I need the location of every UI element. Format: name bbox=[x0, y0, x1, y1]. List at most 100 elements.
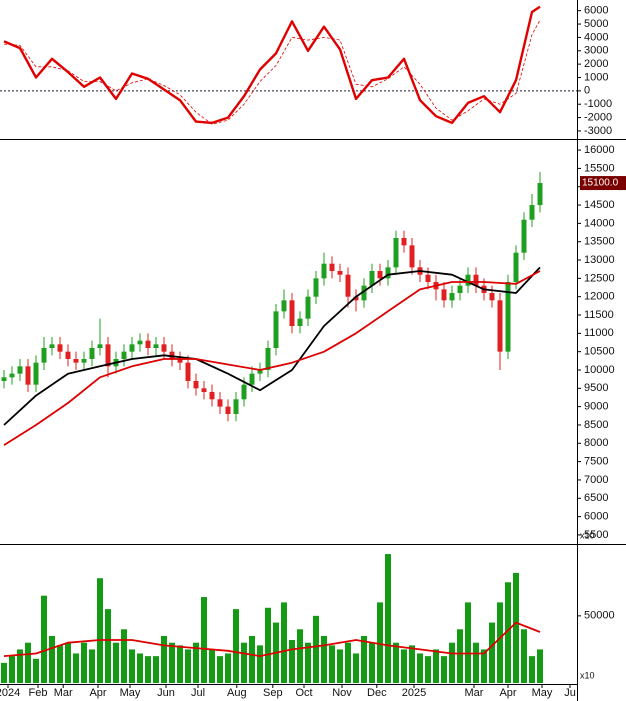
y-tick-label: 13500 bbox=[584, 236, 615, 248]
candle-body bbox=[353, 296, 359, 301]
volume-bar bbox=[177, 645, 183, 683]
x-tick-label: Mar bbox=[465, 687, 484, 699]
volume-bar bbox=[65, 642, 71, 683]
volume-bar bbox=[473, 642, 479, 683]
volume-bar bbox=[337, 649, 343, 683]
y-tick-label: 11000 bbox=[584, 327, 614, 339]
volume-bar bbox=[265, 607, 271, 683]
candle-body bbox=[233, 399, 239, 414]
candle-body bbox=[521, 219, 527, 253]
y-tick-label: 10500 bbox=[584, 346, 615, 358]
candle-body bbox=[265, 347, 271, 370]
volume-bar bbox=[121, 629, 127, 683]
candle-body bbox=[65, 351, 71, 359]
volume-bar bbox=[425, 656, 431, 683]
x-tick-label: Apr bbox=[89, 687, 106, 699]
volume-bar bbox=[137, 653, 143, 683]
candle-body bbox=[401, 238, 407, 246]
candle-body bbox=[457, 285, 463, 294]
candle-body bbox=[185, 362, 191, 381]
candle-body bbox=[153, 344, 159, 348]
candle-body bbox=[513, 252, 519, 283]
y-tick-label: 9500 bbox=[584, 382, 608, 394]
candle-body bbox=[297, 318, 303, 327]
volume-bar bbox=[25, 642, 31, 683]
candle-body bbox=[489, 293, 495, 301]
candle-body bbox=[537, 183, 543, 206]
candle-body bbox=[393, 238, 399, 268]
candle-body bbox=[25, 366, 31, 385]
y-tick-label: 10000 bbox=[584, 364, 615, 376]
line bbox=[3, 621, 541, 657]
volume-bar bbox=[289, 640, 295, 683]
y-tick-label: 16000 bbox=[584, 144, 615, 156]
candle-body bbox=[97, 344, 103, 348]
candle-body bbox=[329, 263, 335, 272]
candle-body bbox=[49, 344, 55, 348]
candle-body bbox=[313, 278, 319, 297]
volume-bar bbox=[145, 656, 151, 683]
candle-body bbox=[497, 300, 503, 352]
candle-body bbox=[121, 351, 127, 359]
volume-bar bbox=[497, 602, 503, 683]
last-price-label: 15100.0 bbox=[582, 178, 619, 189]
x-tick-label: Mar bbox=[54, 687, 73, 699]
x-tick-label: 2025 bbox=[402, 687, 426, 699]
candle-body bbox=[321, 263, 327, 279]
y-tick-label: 7500 bbox=[584, 456, 608, 468]
volume-bar bbox=[17, 649, 23, 683]
candle-body bbox=[385, 267, 391, 279]
volume-bar bbox=[161, 635, 167, 683]
volume-bar bbox=[529, 656, 535, 683]
y-tick-label: 4000 bbox=[584, 31, 608, 43]
candle-body bbox=[41, 347, 47, 363]
candle-body bbox=[225, 406, 231, 414]
candle-body bbox=[241, 384, 247, 400]
x-tick-label: Oct bbox=[295, 687, 312, 699]
x-tick-label: Jul bbox=[191, 687, 205, 699]
volume-bar bbox=[89, 649, 95, 683]
volume-bar bbox=[209, 649, 215, 683]
x-tick-label: Nov bbox=[332, 687, 352, 699]
y-tick-label: 9000 bbox=[584, 401, 608, 413]
candle-body bbox=[377, 271, 383, 279]
last-price-box bbox=[580, 176, 626, 191]
candle-body bbox=[505, 282, 511, 352]
x-tick-label: May bbox=[120, 687, 141, 699]
y-tick-label: 13000 bbox=[584, 254, 615, 266]
line bbox=[3, 5, 541, 125]
candle-body bbox=[249, 373, 255, 385]
y-tick-label: 6000 bbox=[584, 511, 608, 523]
volume-bar bbox=[33, 658, 39, 683]
volume-bar bbox=[185, 649, 191, 683]
candle-body bbox=[81, 358, 87, 363]
y-tick-label: 7000 bbox=[584, 474, 608, 486]
volume-bar bbox=[249, 635, 255, 683]
volume-bar bbox=[9, 656, 15, 683]
x-tick-label: Feb bbox=[29, 687, 48, 699]
volume-bar bbox=[305, 642, 311, 683]
y-tick-label: -2000 bbox=[584, 111, 612, 123]
volume-bar bbox=[369, 642, 375, 683]
candle-body bbox=[409, 245, 415, 268]
candle-body bbox=[161, 344, 167, 352]
candle-body bbox=[177, 358, 183, 363]
candle-body bbox=[305, 296, 311, 319]
candle-body bbox=[289, 300, 295, 327]
candle-body bbox=[73, 358, 79, 363]
y-tick-label: 2000 bbox=[584, 58, 608, 70]
y-tick-label: 12500 bbox=[584, 272, 615, 284]
candle-body bbox=[273, 311, 279, 348]
volume-bar bbox=[433, 649, 439, 683]
candle-body bbox=[337, 271, 343, 275]
y-tick-label: -3000 bbox=[584, 125, 612, 137]
volume-bar bbox=[233, 609, 239, 683]
y-tick-label: 14000 bbox=[584, 217, 615, 229]
volume-bar bbox=[225, 653, 231, 683]
volume-bar bbox=[409, 645, 415, 683]
x-tick-label: Ju bbox=[564, 687, 576, 699]
candle-body bbox=[145, 340, 151, 348]
candle-body bbox=[89, 347, 95, 359]
y-tick-label: 0 bbox=[584, 85, 590, 97]
